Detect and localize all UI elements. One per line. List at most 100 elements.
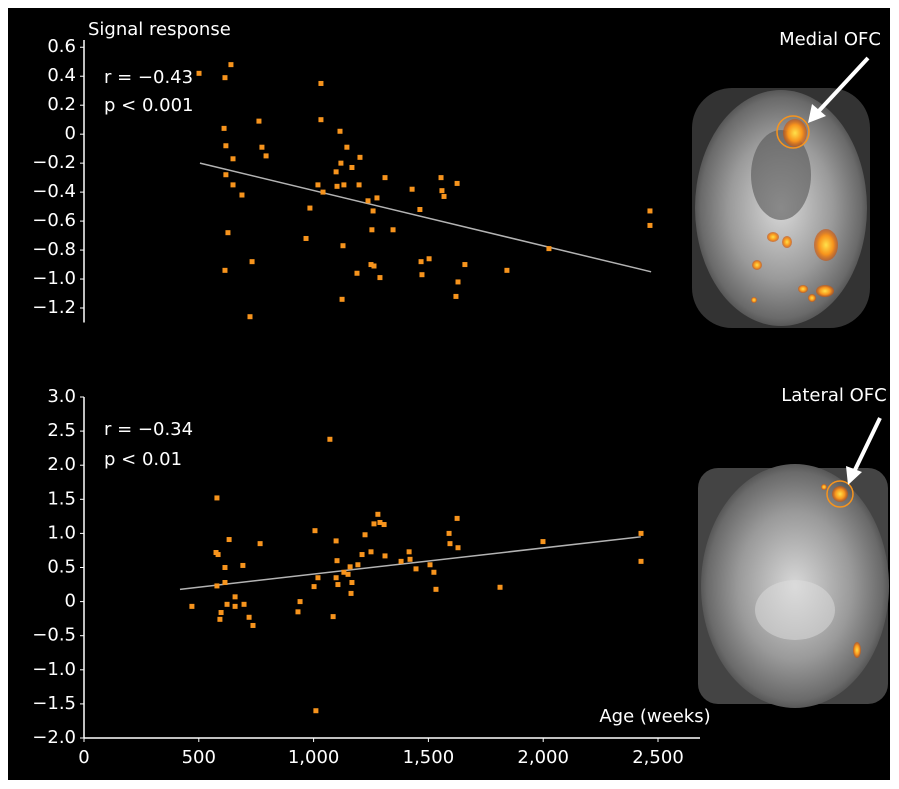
data-point	[439, 188, 444, 193]
y-tick-label: −1.0	[32, 659, 76, 680]
data-point	[439, 175, 444, 180]
x-axis-title: Age (weeks)	[599, 706, 710, 727]
data-point	[298, 599, 303, 604]
data-point	[369, 227, 374, 232]
x-tick-label: 2,500	[632, 747, 684, 768]
data-point	[264, 153, 269, 158]
y-tick-label: 0.5	[47, 557, 76, 578]
image-label: Medial OFC	[779, 29, 881, 50]
data-point	[313, 708, 318, 713]
stat-annotation: p < 0.001	[104, 95, 193, 116]
y-tick-label: −0.8	[32, 239, 76, 260]
data-point	[189, 604, 194, 609]
y-tick-label: −1.0	[32, 268, 76, 289]
data-point	[247, 615, 252, 620]
data-point	[382, 522, 387, 527]
data-point	[222, 126, 227, 131]
data-point	[348, 564, 353, 569]
data-point	[417, 207, 422, 212]
data-point	[349, 580, 354, 585]
y-tick-label: 3.0	[47, 386, 76, 407]
data-point	[304, 236, 309, 241]
data-point	[340, 243, 345, 248]
data-point	[225, 602, 230, 607]
stat-annotation: p < 0.01	[104, 449, 182, 470]
data-point	[334, 575, 339, 580]
data-point	[374, 195, 379, 200]
data-point	[431, 570, 436, 575]
data-point	[349, 591, 354, 596]
stat-annotation: r = −0.43	[104, 67, 193, 88]
y-tick-label: 0.4	[47, 65, 76, 86]
data-point	[366, 198, 371, 203]
data-point	[354, 271, 359, 276]
data-point	[256, 119, 261, 124]
data-point	[410, 187, 415, 192]
data-point	[248, 314, 253, 319]
data-point	[250, 259, 255, 264]
data-point	[334, 169, 339, 174]
data-point	[259, 145, 264, 150]
data-point	[295, 609, 300, 614]
data-point	[223, 143, 228, 148]
data-point	[428, 562, 433, 567]
data-point	[427, 256, 432, 261]
y-axis-title: Signal response	[88, 19, 231, 40]
stat-annotation: r = −0.34	[104, 419, 193, 440]
y-tick-label: −0.5	[32, 625, 76, 646]
data-point	[456, 279, 461, 284]
y-tick-label: 2.0	[47, 454, 76, 475]
data-point	[335, 184, 340, 189]
data-point	[647, 223, 652, 228]
data-point	[414, 566, 419, 571]
data-point	[228, 62, 233, 67]
y-tick-label: −0.4	[32, 181, 76, 202]
data-point	[321, 190, 326, 195]
x-tick-label: 1,000	[288, 747, 340, 768]
data-point	[504, 268, 509, 273]
page: 0.60.40.20−0.2−0.4−0.6−0.8−1.0−1.2Signal…	[0, 0, 899, 789]
figure: 0.60.40.20−0.2−0.4−0.6−0.8−1.0−1.2Signal…	[0, 0, 899, 789]
data-point	[433, 587, 438, 592]
y-tick-label: 0	[65, 591, 76, 612]
y-tick-label: −2.0	[32, 727, 76, 748]
data-point	[222, 565, 227, 570]
data-point	[363, 532, 368, 537]
y-tick-label: −1.2	[32, 297, 76, 318]
data-point	[214, 495, 219, 500]
data-point	[399, 559, 404, 564]
data-point	[346, 572, 351, 577]
data-point	[242, 602, 247, 607]
data-point	[344, 145, 349, 150]
data-point	[227, 537, 232, 542]
data-point	[456, 545, 461, 550]
data-point	[442, 194, 447, 199]
data-point	[318, 117, 323, 122]
data-point	[315, 575, 320, 580]
y-tick-label: 1.0	[47, 522, 76, 543]
data-point	[318, 81, 323, 86]
data-point	[371, 264, 376, 269]
y-tick-label: 1.5	[47, 488, 76, 509]
data-point	[225, 230, 230, 235]
data-point	[239, 193, 244, 198]
data-point	[334, 538, 339, 543]
data-point	[357, 182, 362, 187]
data-point	[216, 552, 221, 557]
data-point	[331, 614, 336, 619]
data-point	[340, 297, 345, 302]
data-point	[357, 155, 362, 160]
data-point	[335, 558, 340, 563]
data-point	[240, 563, 245, 568]
data-point	[307, 206, 312, 211]
data-point	[312, 528, 317, 533]
data-point	[453, 294, 458, 299]
data-point	[371, 521, 376, 526]
data-point	[375, 512, 380, 517]
data-point	[462, 262, 467, 267]
data-point	[639, 531, 644, 536]
data-point	[419, 259, 424, 264]
data-point	[223, 172, 228, 177]
x-tick-label: 1,500	[403, 747, 455, 768]
y-tick-label: −0.2	[32, 152, 76, 173]
